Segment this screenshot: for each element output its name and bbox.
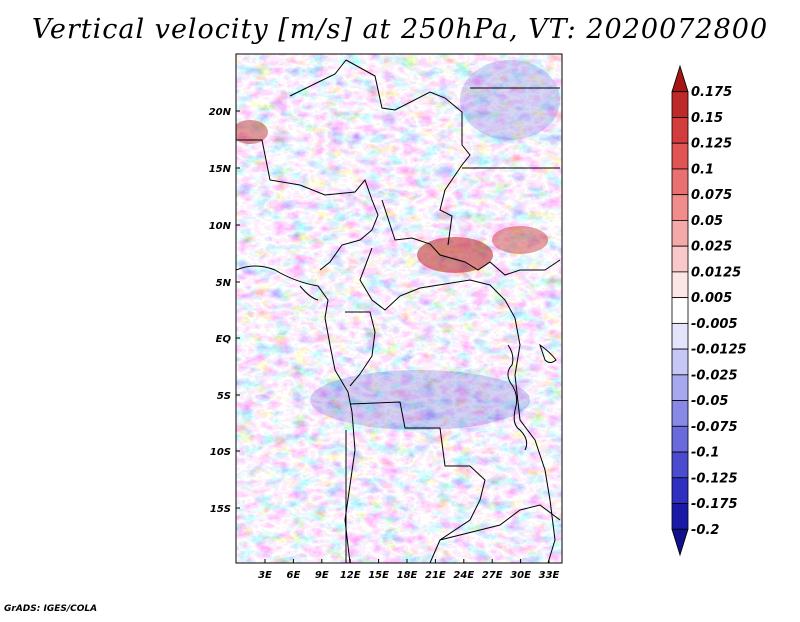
lon-label: 27E — [482, 570, 503, 581]
lon-label: 24E — [453, 570, 474, 581]
chart-title: Vertical velocity [m/s] at 250hPa, VT: 2… — [31, 14, 769, 45]
grads-credit: GrADS: IGES/COLA — [4, 604, 98, 614]
border-gabon-congo — [345, 311, 376, 387]
colorbar-label: 0.05 — [691, 214, 723, 229]
colorbar-swatch — [671, 297, 689, 324]
shaded-field — [236, 54, 562, 563]
strong-ascent-area-west — [236, 120, 268, 144]
colorbar-swatch — [671, 91, 689, 118]
lon-label: 30E — [510, 570, 531, 581]
border-car-sudan — [381, 199, 561, 276]
lon-label: 3E — [258, 570, 272, 581]
colorbar-swatch — [671, 477, 689, 504]
lon-label: 15E — [368, 570, 389, 581]
colorbar-swatch — [671, 348, 689, 376]
colorbar-label: 0.0125 — [691, 265, 741, 280]
colorbar-swatch — [671, 64, 689, 93]
border-sahel — [236, 139, 379, 271]
colorbar-label: 0.075 — [691, 188, 732, 203]
colorbar-swatch — [671, 425, 689, 453]
colorbar-swatch — [671, 528, 689, 557]
border-congo-north — [359, 247, 516, 319]
lat-label: 5N — [216, 278, 232, 289]
colorbar-swatch — [671, 168, 689, 196]
country-borders — [236, 59, 561, 563]
border-niger-libya-chad — [289, 59, 471, 246]
colorbar-label: 0.125 — [691, 137, 732, 152]
colorbar-label: -0.0125 — [691, 343, 747, 358]
lon-label: 12E — [340, 570, 361, 581]
lon-label: 18E — [397, 570, 418, 581]
colorbar-label: 0.025 — [691, 240, 732, 255]
colorbar-label: -0.1 — [691, 446, 719, 461]
great-lakes — [507, 344, 528, 451]
lat-label: 15N — [209, 164, 232, 175]
lon-label: 9E — [315, 570, 329, 581]
colorbar-swatch — [671, 503, 689, 530]
colorbar-label: 0.1 — [691, 162, 714, 177]
colorbar-swatch — [671, 194, 689, 221]
descent-band — [310, 370, 530, 430]
colorbar-label: -0.075 — [691, 420, 738, 435]
border-angola-drc — [349, 401, 486, 563]
lake-victoria — [539, 343, 557, 363]
strong-ascent-area-east — [492, 226, 548, 254]
colorbar-label: -0.175 — [691, 497, 738, 512]
lat-label: 15S — [210, 504, 231, 515]
colorbar: 0.175 0.15 0.125 0.1 0.075 0.05 0.025 0.0125 0.0… — [671, 64, 747, 557]
colorbar-label: 0.175 — [691, 85, 732, 100]
latitude-axis: 20N 15N 10N 5N EQ 5S 10S 15S — [209, 107, 240, 515]
lon-label: 21E — [425, 570, 446, 581]
border-sudan-egypt — [462, 87, 560, 169]
colorbar-swatch — [671, 322, 689, 350]
lat-label: 10N — [209, 221, 232, 232]
lat-label: EQ — [216, 334, 232, 345]
colorbar-label: 0.005 — [691, 291, 732, 306]
colorbar-swatch — [671, 400, 689, 427]
lat-label: 10S — [210, 447, 231, 458]
colorbar-swatch — [671, 374, 689, 401]
colorbar-label: -0.05 — [691, 394, 728, 409]
colorbar-label: -0.2 — [691, 523, 719, 538]
border-east-drc — [514, 317, 556, 563]
colorbar-swatch — [671, 451, 689, 479]
gulf-of-guinea-coast — [299, 285, 319, 301]
strong-ascent-area — [417, 237, 493, 273]
colorbar-label: -0.005 — [691, 317, 738, 332]
colorbar-label: -0.125 — [691, 471, 738, 486]
descent-area-northeast — [460, 60, 560, 140]
map-frame — [235, 53, 563, 564]
lon-label: 6E — [287, 570, 301, 581]
longitude-axis: 3E 6E 9E 12E 15E 18E 21E 24E 27E 30E 33E — [258, 559, 560, 581]
west-coastline — [236, 265, 356, 563]
colorbar-swatch — [671, 117, 689, 144]
colorbar-swatch — [671, 220, 689, 247]
colorbar-swatch — [671, 245, 689, 273]
colorbar-label: -0.025 — [691, 368, 738, 383]
lat-label: 20N — [209, 107, 232, 118]
colorbar-label: 0.15 — [691, 111, 723, 126]
colorbar-swatch — [671, 271, 689, 299]
lon-label: 33E — [539, 570, 560, 581]
border-zambia-south — [439, 504, 561, 541]
lat-label: 5S — [217, 391, 231, 402]
colorbar-swatch — [671, 142, 689, 170]
